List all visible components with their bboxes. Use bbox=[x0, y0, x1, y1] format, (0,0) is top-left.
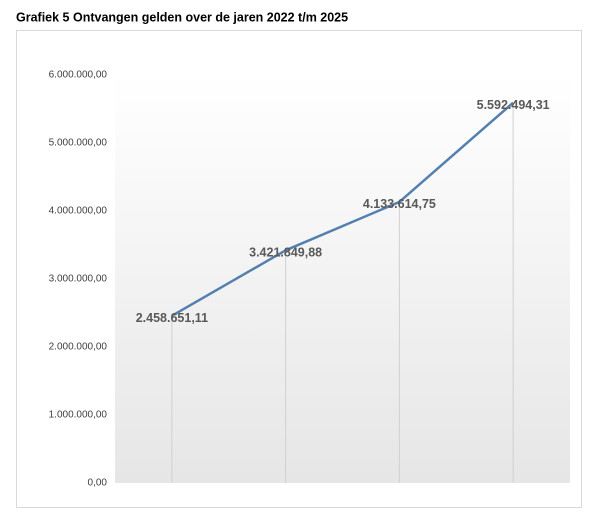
value-label: 5.592.494,31 bbox=[477, 98, 550, 112]
y-tick-label: 4.000.000,00 bbox=[49, 206, 108, 217]
y-tick-label: 3.000.000,00 bbox=[49, 274, 108, 285]
y-tick-label: 2.000.000,00 bbox=[49, 342, 108, 353]
line bbox=[171, 101, 514, 317]
y-tick-label: 1.000.000,00 bbox=[49, 410, 108, 421]
y-tick-label: 0,00 bbox=[88, 478, 108, 489]
value-label: 4.133.614,75 bbox=[363, 197, 436, 211]
plot-area bbox=[115, 75, 570, 483]
y-tick-label: 5.000.000,00 bbox=[49, 138, 108, 149]
y-tick-label: 6.000.000,00 bbox=[49, 70, 108, 81]
chart-title: Grafiek 5 Ontvangen gelden over de jaren… bbox=[16, 10, 348, 24]
value-label: 2.458.651,11 bbox=[136, 311, 208, 325]
value-label: 3.421.849,88 bbox=[249, 246, 322, 260]
